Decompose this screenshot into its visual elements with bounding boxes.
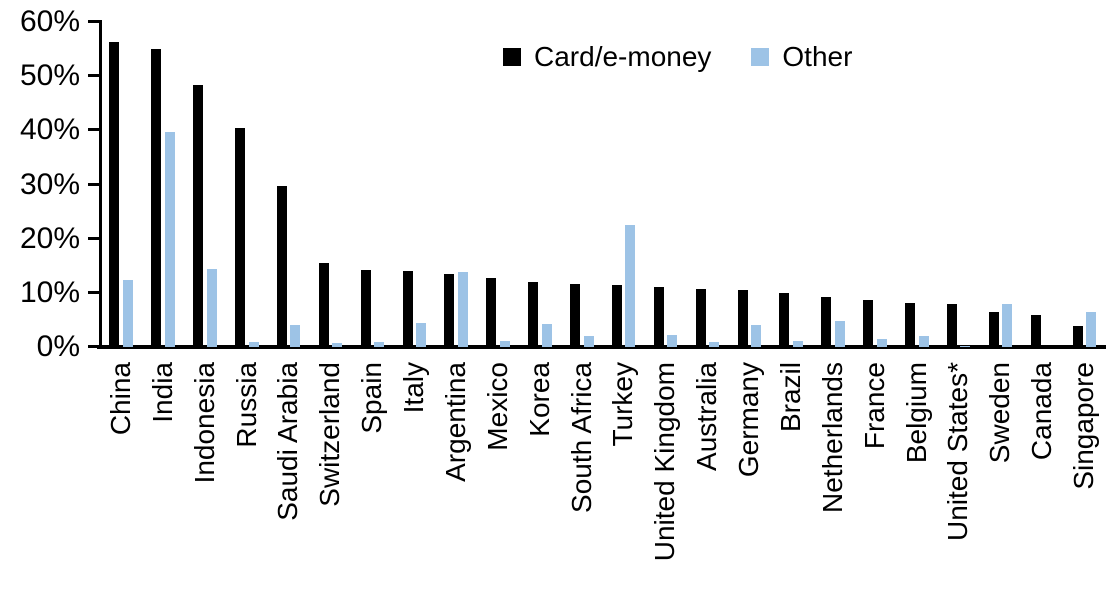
bar-other-singapore	[1086, 311, 1097, 347]
legend-label-other: Other	[782, 41, 853, 72]
legend: Card/e-money Other	[503, 41, 852, 73]
bar-card-e-money-netherlands	[821, 297, 832, 347]
bar-card-e-money-singapore	[1072, 326, 1083, 347]
x-axis-label-south-africa: South Africa	[565, 362, 597, 513]
bar-card-e-money-argentina	[444, 274, 455, 347]
bar-card-e-money-saudi-arabia	[276, 185, 287, 347]
bar-card-e-money-russia	[235, 127, 246, 347]
x-axis-label-turkey: Turkey	[607, 362, 639, 447]
y-tick-label-10: 10%	[19, 275, 80, 309]
bar-other-argentina	[457, 272, 468, 347]
x-axis-label-china: China	[104, 362, 136, 436]
bar-other-south-africa	[583, 336, 594, 347]
bar-card-e-money-south-africa	[570, 284, 581, 347]
legend-label-card-e-money: Card/e-money	[534, 41, 712, 72]
x-axis-label-brazil: Brazil	[774, 362, 806, 433]
x-axis-label-india: India	[146, 362, 178, 423]
bar-other-australia	[709, 341, 720, 347]
y-tick-60	[88, 20, 100, 23]
legend-swatch-other	[751, 48, 770, 66]
legend-item-card-e-money: Card/e-money	[503, 41, 711, 73]
bar-card-e-money-united-kingdom	[653, 287, 664, 347]
x-axis-label-korea: Korea	[523, 362, 555, 437]
bar-other-russia	[248, 341, 259, 347]
bar-other-united-states	[960, 345, 971, 347]
bar-card-e-money-australia	[695, 289, 706, 347]
y-tick-label-0: 0%	[36, 330, 80, 363]
x-axis-label-belgium: Belgium	[900, 362, 932, 464]
bar-card-e-money-turkey	[611, 284, 622, 347]
y-tick-20	[88, 236, 100, 240]
y-tick-label-60: 60%	[19, 5, 80, 38]
y-axis-line	[99, 20, 102, 348]
x-axis-label-argentina: Argentina	[439, 362, 471, 482]
bar-card-e-money-sweden	[988, 311, 999, 347]
bar-card-e-money-switzerland	[318, 262, 329, 347]
y-tick-30	[88, 182, 100, 186]
x-axis-label-united-states: United States*	[942, 362, 974, 541]
bar-other-france	[876, 338, 887, 347]
bar-other-turkey	[625, 225, 636, 347]
x-axis-label-spain: Spain	[356, 362, 388, 434]
y-tick-50	[88, 74, 100, 78]
legend-item-other: Other	[751, 41, 852, 73]
x-axis-label-switzerland: Switzerland	[314, 362, 346, 507]
bar-card-e-money-spain	[360, 270, 371, 347]
bar-card-e-money-china	[109, 42, 120, 347]
bar-card-e-money-india	[151, 49, 162, 347]
bar-other-spain	[374, 341, 385, 347]
bar-other-italy	[416, 322, 427, 347]
bar-card-e-money-belgium	[905, 302, 916, 347]
bar-card-e-money-united-states	[946, 304, 957, 347]
bar-other-netherlands	[834, 321, 845, 347]
x-axis-label-australia: Australia	[691, 362, 723, 471]
x-axis-label-sweden: Sweden	[984, 362, 1016, 464]
y-tick-label-20: 20%	[19, 221, 80, 255]
y-tick-label-30: 30%	[19, 167, 80, 201]
x-axis-label-mexico: Mexico	[481, 362, 513, 451]
bar-other-switzerland	[332, 342, 343, 347]
bar-card-e-money-france	[863, 299, 874, 347]
y-tick-40	[88, 128, 100, 132]
x-axis-label-saudi-arabia: Saudi Arabia	[272, 362, 304, 521]
y-tick-label-50: 50%	[19, 59, 80, 93]
bar-card-e-money-germany	[737, 290, 748, 347]
bar-other-united-kingdom	[667, 335, 678, 347]
x-axis-label-netherlands: Netherlands	[816, 362, 848, 513]
y-tick-label-40: 40%	[19, 113, 80, 147]
x-axis-label-germany: Germany	[733, 362, 765, 478]
bar-other-germany	[751, 325, 762, 347]
x-axis-label-indonesia: Indonesia	[188, 362, 220, 484]
bar-other-belgium	[918, 336, 929, 347]
bar-other-saudi-arabia	[290, 325, 301, 347]
bar-card-e-money-brazil	[779, 292, 790, 347]
y-tick-0	[88, 345, 100, 348]
bar-other-indonesia	[206, 268, 217, 347]
x-axis-label-italy: Italy	[398, 362, 430, 414]
x-axis-label-singapore: Singapore	[1068, 362, 1100, 490]
x-axis-label-russia: Russia	[230, 362, 262, 448]
x-axis-label-united-kingdom: United Kingdom	[649, 362, 681, 562]
bar-other-china	[122, 280, 133, 347]
bar-other-india	[164, 132, 175, 347]
x-axis-label-canada: Canada	[1026, 362, 1058, 461]
y-tick-10	[88, 290, 100, 294]
bar-card-e-money-italy	[402, 270, 413, 347]
x-axis-label-france: France	[858, 362, 890, 450]
bar-other-brazil	[792, 340, 803, 347]
bar-other-korea	[541, 323, 552, 347]
x-axis-line	[97, 345, 1106, 349]
bar-other-sweden	[1002, 303, 1013, 347]
bar-card-e-money-korea	[528, 281, 539, 347]
bar-card-e-money-canada	[1030, 315, 1041, 347]
legend-swatch-card-e-money	[503, 48, 521, 66]
bar-card-e-money-mexico	[486, 277, 497, 347]
bar-other-mexico	[499, 340, 510, 347]
bar-card-e-money-indonesia	[193, 85, 204, 347]
